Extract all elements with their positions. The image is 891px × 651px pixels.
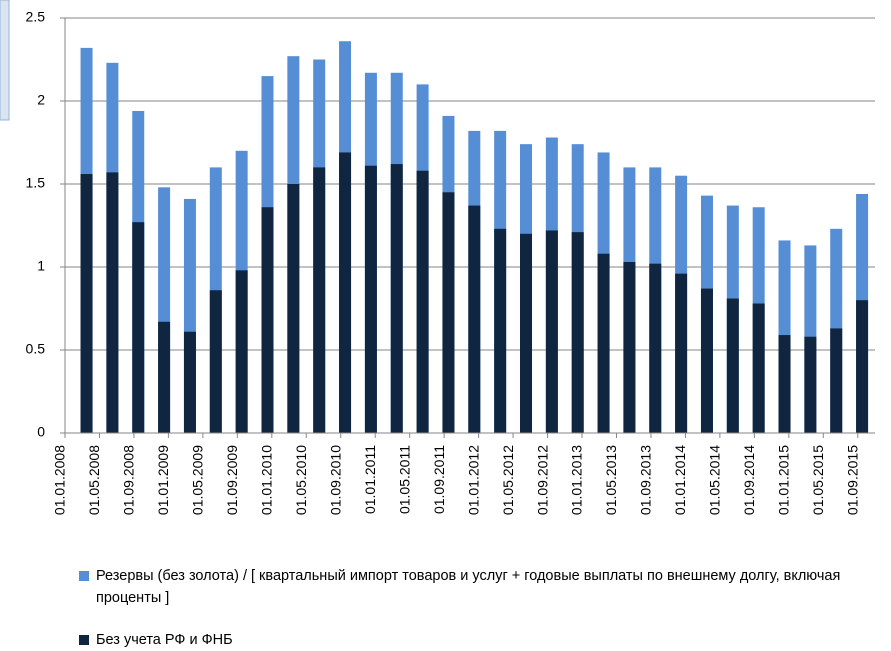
y-tick-label: 1.5 [26, 175, 46, 191]
bar [494, 228, 507, 433]
bar [80, 174, 93, 434]
bar [700, 288, 713, 433]
bar [571, 232, 584, 433]
legend-item: Резервы (без золота) / [ квартальный имп… [79, 565, 869, 609]
bar [778, 335, 791, 433]
bar [545, 230, 558, 433]
bar [752, 303, 765, 433]
x-tick-label: 01.01.2010 [259, 445, 275, 515]
x-tick-label: 01.01.2015 [776, 445, 792, 515]
y-tick-label: 0.5 [26, 341, 46, 357]
x-tick-label: 01.05.2008 [86, 445, 102, 515]
bar [106, 172, 119, 433]
x-tick-label: 01.01.2008 [52, 445, 68, 515]
x-tick-label: 01.01.2011 [362, 445, 378, 514]
panel-edge [0, 0, 10, 121]
x-tick-label: 01.09.2013 [638, 445, 654, 515]
x-tick-label: 01.09.2009 [224, 445, 240, 515]
legend-label: Без учета РФ и ФНБ [96, 632, 233, 648]
bar [416, 170, 429, 433]
bar [339, 152, 352, 433]
x-tick-label: 01.05.2009 [190, 445, 206, 515]
bar [830, 328, 843, 433]
bar [158, 321, 171, 433]
bar [675, 273, 688, 433]
bar [313, 167, 326, 433]
x-tick-label: 01.01.2014 [672, 445, 688, 515]
x-tick-label: 01.05.2014 [707, 445, 723, 515]
x-tick-label: 01.09.2008 [121, 445, 137, 515]
bar [442, 192, 455, 433]
y-tick-label: 2.5 [26, 9, 46, 25]
bar [649, 263, 662, 433]
bar [390, 164, 403, 433]
bar [183, 331, 196, 433]
bar [623, 262, 636, 433]
bar [597, 253, 610, 433]
x-tick-label: 01.05.2015 [810, 445, 826, 515]
x-tick-label: 01.05.2011 [396, 445, 412, 514]
x-tick-label: 01.01.2012 [465, 445, 481, 515]
x-tick-label: 01.09.2012 [534, 445, 550, 515]
x-tick-label: 01.05.2013 [603, 445, 619, 515]
legend-item: Без учета РФ и ФНБ [79, 629, 869, 651]
bar [132, 222, 145, 433]
bar [287, 184, 300, 433]
bar [804, 336, 817, 433]
bar [856, 300, 869, 433]
y-tick-label: 0 [37, 424, 45, 440]
bar [468, 205, 481, 433]
legend-swatch [79, 571, 89, 581]
x-tick-label: 01.05.2012 [500, 445, 516, 515]
legend-label: Резервы (без золота) / [ квартальный имп… [96, 568, 841, 606]
y-tick-label: 1 [37, 258, 45, 274]
x-tick-label: 01.09.2010 [327, 445, 343, 515]
bar [364, 165, 377, 434]
x-tick-label: 01.01.2009 [155, 445, 171, 515]
bar [261, 207, 274, 433]
bar [209, 290, 222, 433]
x-tick-label: 01.05.2010 [293, 445, 309, 515]
bar [520, 233, 533, 433]
bar [726, 298, 739, 433]
bar [235, 270, 248, 433]
x-tick-label: 01.09.2014 [741, 445, 757, 515]
x-tick-label: 01.09.2015 [844, 445, 860, 515]
x-tick-label: 01.09.2011 [431, 445, 447, 514]
legend-swatch [79, 635, 89, 645]
x-tick-label: 01.01.2013 [569, 445, 585, 515]
y-tick-label: 2 [37, 92, 45, 108]
